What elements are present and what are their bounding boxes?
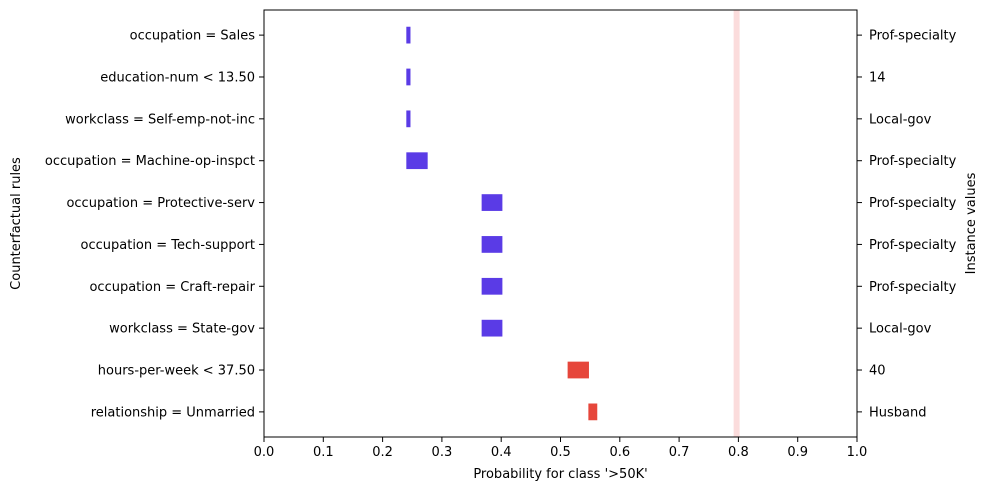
rule-label: education-num < 13.50 — [100, 70, 255, 85]
bar — [481, 236, 503, 253]
instance-value-label: Prof-specialty — [869, 154, 957, 169]
bar — [481, 319, 503, 337]
x-tick-label: 0.6 — [609, 445, 630, 460]
rule-label: occupation = Protective-serv — [66, 196, 255, 211]
rule-label: relationship = Unmarried — [91, 405, 255, 420]
rule-label: occupation = Sales — [130, 29, 256, 44]
rule-label: occupation = Machine-op-inspct — [45, 154, 255, 169]
x-tick-label: 0.8 — [728, 445, 749, 460]
bar — [406, 26, 411, 44]
y-axis-ticks: occupation = Sales education-num < 13.50 w… — [45, 29, 264, 420]
rule-label: workclass = Self-emp-not-inc — [65, 112, 255, 127]
rule-label: workclass = State-gov — [109, 322, 255, 337]
bar-layer — [406, 26, 598, 421]
x-tick-label: 0.3 — [432, 445, 453, 460]
bar — [406, 68, 411, 86]
instance-value-label: Prof-specialty — [869, 196, 957, 211]
x-tick-label: 0.1 — [313, 445, 334, 460]
x-tick-label: 0.5 — [550, 445, 571, 460]
bar — [481, 277, 503, 295]
instance-value-label: Husband — [869, 405, 927, 420]
x-tick-label: 0.7 — [669, 445, 690, 460]
instance-value-label: 14 — [869, 70, 886, 85]
instance-value-label: Local-gov — [869, 322, 932, 337]
y2-axis-ticks: Prof-specialty 14 Local-gov Prof-specialty P… — [857, 29, 957, 420]
instance-value-label: Prof-specialty — [869, 238, 957, 253]
instance-value-label: 40 — [869, 364, 886, 379]
bar — [481, 194, 503, 211]
y-axis-label: Counterfactual rules — [9, 157, 24, 290]
plot-frame — [263, 9, 858, 438]
x-axis-ticks: 0.0 0.1 0.2 0.3 0.4 0.5 0.6 0.7 0.8 0.9 1.0 — [254, 437, 868, 460]
rule-label: occupation = Craft-repair — [89, 280, 255, 295]
reference-line — [733, 10, 740, 437]
instance-value-label: Local-gov — [869, 112, 932, 127]
bar — [567, 361, 589, 379]
instance-value-label: Prof-specialty — [869, 280, 957, 295]
x-tick-label: 0.2 — [372, 445, 393, 460]
rule-label: hours-per-week < 37.50 — [98, 364, 255, 379]
x-axis-label: Probability for class '>50K' — [473, 467, 647, 482]
x-tick-label: 0.4 — [491, 445, 512, 460]
bar — [406, 110, 411, 128]
y2-axis-label: Instance values — [964, 172, 979, 274]
reference-line-layer — [733, 10, 740, 437]
instance-value-label: Prof-specialty — [869, 29, 957, 44]
bar — [406, 152, 428, 170]
x-tick-label: 1.0 — [847, 445, 868, 460]
x-tick-label: 0.0 — [254, 445, 275, 460]
bar — [588, 403, 598, 421]
x-tick-label: 0.9 — [787, 445, 808, 460]
rule-label: occupation = Tech-support — [81, 238, 255, 253]
